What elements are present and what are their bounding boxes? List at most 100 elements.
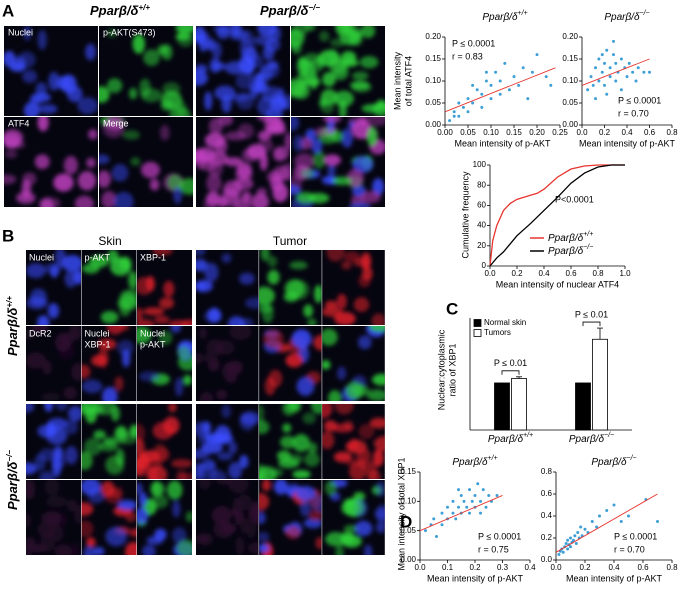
cell [259,492,270,511]
cell [161,90,183,110]
cell [341,128,353,148]
cell [359,55,379,69]
panel-label: D [400,512,412,531]
cell [38,197,61,207]
scatter-point [569,536,572,540]
micrograph-tile [196,326,259,401]
cell [30,92,51,103]
scatter-point [471,101,475,105]
x-tick-label: 0.2 [511,269,523,278]
scatter-point [452,110,456,114]
cell [182,374,192,386]
cell [100,310,119,324]
cell [106,78,123,94]
cell [161,44,173,61]
annotation: P ≤ 0.0001 [614,531,657,541]
annotation: P ≤ 0.0001 [478,531,521,541]
cell [264,377,276,396]
cell [282,404,296,416]
cell [260,250,270,262]
cell [117,339,134,356]
scatter-point [481,488,485,492]
cell [173,186,182,204]
cell [302,412,316,425]
cell [263,329,284,349]
cell [295,486,316,501]
cell [196,352,204,364]
cell [143,49,160,67]
cell [296,57,310,76]
tile-blobs [4,26,98,116]
cell [266,170,284,183]
y-tick-label: 0.8 [541,467,553,476]
scatter-point [489,83,493,87]
cell [304,26,316,32]
cell [330,38,346,48]
tile-blobs [259,480,322,555]
x-tick-label: 0.05 [460,128,476,137]
cell [267,269,280,285]
cell [325,480,337,496]
x-tick-label: 0.3 [497,563,509,572]
legend-label-sup: −/− [583,244,593,251]
cell [94,404,116,416]
micrograph-tile [291,26,385,116]
genotype-header: Pparβ/δ+/+ [90,3,150,19]
cell [284,279,305,299]
cell [251,193,270,207]
cell [117,296,137,311]
cell [322,328,338,346]
cell [357,335,372,350]
cell [292,434,310,452]
cell [140,88,163,103]
scatter-point [470,499,474,503]
cell [138,492,148,508]
scatter-point [517,83,521,87]
cell [22,172,37,186]
cell [86,537,96,548]
x-tick-label: 0.2 [599,128,611,137]
bar [511,378,527,431]
y-tick-label: 0.15 [562,54,578,63]
tile-blobs [322,326,385,401]
x-tick-label: 0.4 [621,128,633,137]
y-axis-label: Mean intensity [392,51,402,110]
cell [130,157,141,166]
scatter-point [489,97,493,101]
scatter-point [452,114,456,118]
cell [44,404,54,412]
cell [235,510,244,523]
cell [322,117,342,123]
cell [93,430,106,440]
cell [280,162,290,181]
scatter-point [468,511,471,515]
channel-label: XBP-1 [140,252,166,262]
chart-title-sup: +/+ [518,10,528,17]
scatter-point [503,61,507,65]
cell [346,169,364,188]
cell [239,30,255,45]
cell [196,448,210,459]
cell [369,326,385,332]
cell [257,26,277,37]
micrograph-tile [81,480,137,555]
scatter-point [571,538,575,542]
scatter-point [564,542,568,545]
cell [61,255,81,272]
cell [199,391,214,401]
micrograph-tile [26,404,81,479]
cell [228,441,238,454]
y-tick-label: 0.15 [425,54,441,63]
cell [221,404,232,419]
cell [322,360,331,370]
cell [256,187,268,197]
tile-blobs [137,404,192,479]
scatter-point [487,493,491,497]
cell [333,90,354,107]
micrograph-tile [196,250,259,325]
column-header: Skin [98,234,121,248]
cell [340,531,355,545]
chart-title-base: Pparβ/δ [604,12,640,23]
cell [55,404,68,411]
tile-blobs [26,480,81,555]
